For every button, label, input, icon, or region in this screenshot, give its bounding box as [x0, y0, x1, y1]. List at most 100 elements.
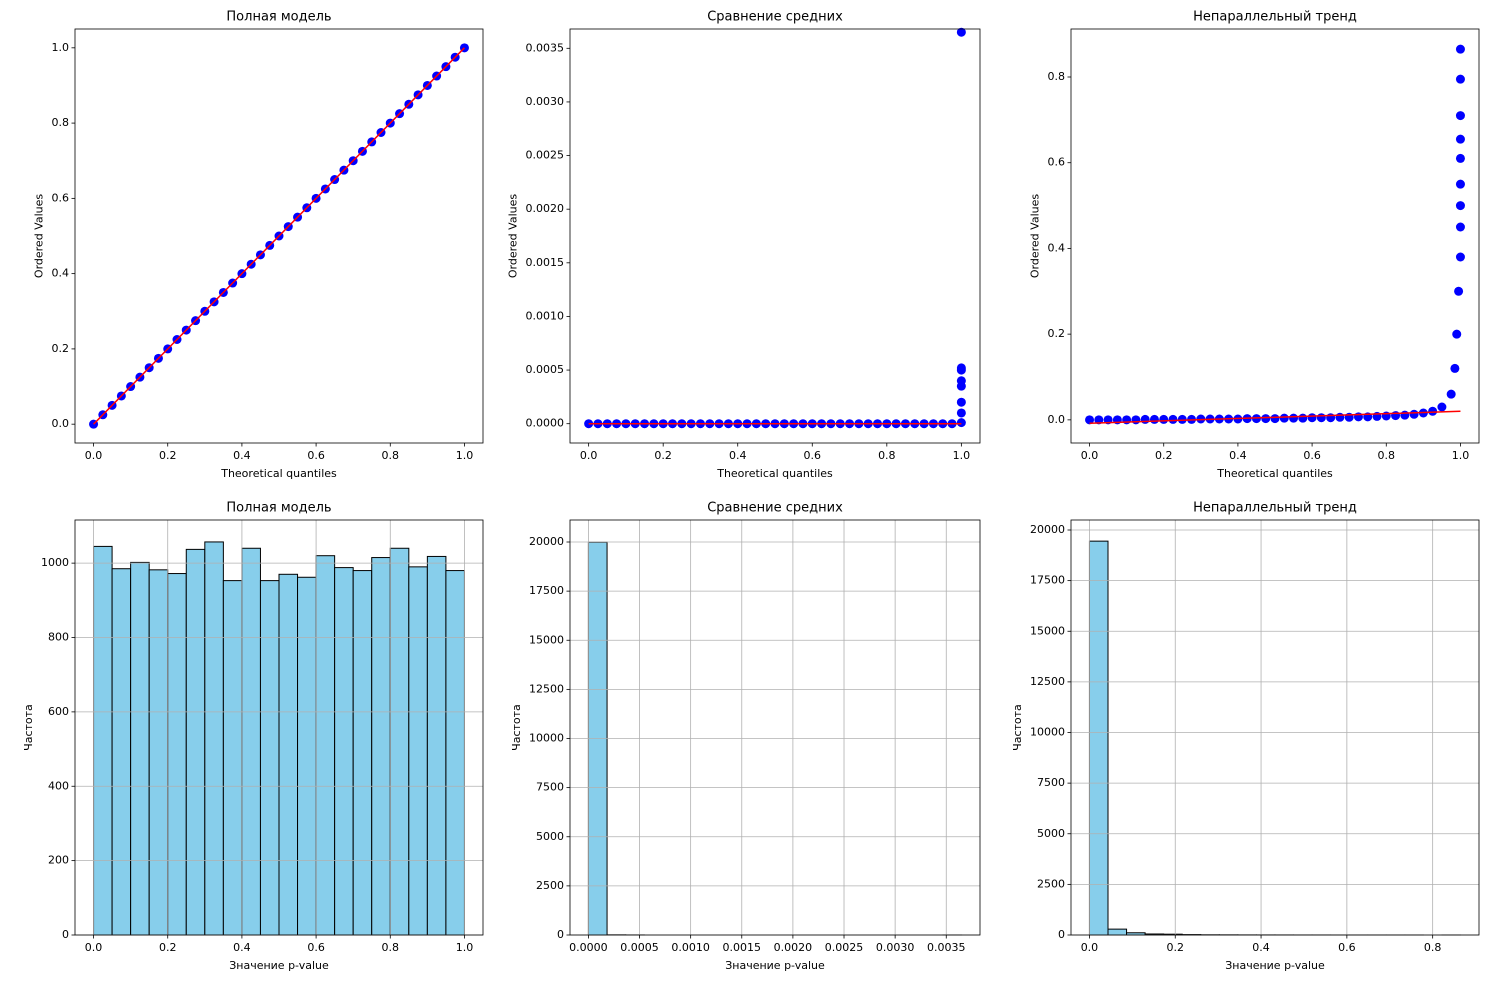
- qq-point: [1085, 415, 1095, 425]
- x-axis-label: Theoretical quantiles: [220, 467, 337, 480]
- x-tick-label: 0.8: [382, 449, 400, 462]
- qq-point: [1335, 412, 1345, 422]
- qq-point: [1452, 329, 1462, 339]
- qq-point: [1455, 179, 1465, 189]
- x-tick-label: 0.0: [1081, 449, 1099, 462]
- hist-bar: [93, 545, 113, 936]
- qq-point: [1446, 389, 1456, 399]
- fit-line: [1089, 410, 1461, 425]
- x-tick-label: 1.0: [456, 449, 474, 462]
- hist-bar: [259, 580, 280, 936]
- x-tick-label: 0.2: [159, 941, 177, 954]
- chart-title: Сравнение средних: [707, 501, 843, 516]
- x-tick-label: 0.0015: [723, 941, 762, 954]
- x-tick-label: 0.2: [1167, 941, 1185, 954]
- fit-line: [93, 47, 465, 425]
- hist-bar: [371, 557, 391, 936]
- hist-bar: [241, 547, 261, 936]
- y-tick-label: 0: [1058, 928, 1065, 941]
- x-tick-label: 0.6: [307, 449, 325, 462]
- y-tick-label: 0.0015: [526, 256, 565, 269]
- y-axis-label: Ordered Values: [507, 194, 520, 278]
- y-tick-label: 0.0005: [526, 363, 565, 376]
- x-tick-label: 0.0: [580, 449, 598, 462]
- qq-point: [1428, 406, 1438, 416]
- y-tick-label: 2500: [1037, 877, 1065, 890]
- qq-point: [1094, 415, 1104, 425]
- y-tick-label: 0.0010: [526, 309, 565, 322]
- x-tick-label: 0.0: [85, 941, 103, 954]
- axes-frame: [569, 519, 981, 936]
- y-tick-label: 0.8: [1048, 70, 1066, 83]
- x-tick-label: 0.0: [85, 449, 103, 462]
- qq-point: [1391, 411, 1401, 421]
- x-tick-label: 0.6: [1303, 449, 1321, 462]
- y-tick-label: 15000: [529, 633, 564, 646]
- y-axis-label: Ordered Values: [33, 194, 46, 278]
- y-tick-label: 800: [48, 631, 69, 644]
- hist-bar: [297, 576, 317, 936]
- qq-point: [956, 363, 966, 373]
- qq-point: [1177, 414, 1187, 424]
- qq-point: [1289, 413, 1299, 423]
- qq-point: [1455, 201, 1465, 211]
- qq-point: [1316, 413, 1326, 423]
- qq-point: [1400, 410, 1410, 420]
- x-tick-label: 0.4: [233, 449, 251, 462]
- x-tick-label: 0.0010: [671, 941, 710, 954]
- x-tick-label: 0.4: [1229, 449, 1247, 462]
- qq-point: [1454, 286, 1464, 296]
- y-tick-label: 5000: [1037, 827, 1065, 840]
- qq-point: [1159, 414, 1169, 424]
- qq-point: [1409, 409, 1419, 419]
- y-tick-label: 1.0: [52, 41, 70, 54]
- hist-bar: [408, 566, 428, 936]
- chart-title: Полная модель: [226, 501, 331, 516]
- hist-bar: [352, 570, 373, 936]
- qq-point: [1307, 413, 1317, 423]
- hist-bar: [222, 580, 243, 936]
- y-tick-label: 0.0000: [526, 417, 565, 430]
- y-axis-label: Частота: [510, 704, 523, 751]
- hist-bar: [389, 547, 410, 936]
- y-tick-label: 0.0020: [526, 202, 565, 215]
- axes-frame: [1070, 28, 1480, 444]
- y-tick-label: 10000: [529, 732, 564, 745]
- x-tick-label: 0.8: [878, 449, 896, 462]
- qq-point: [1455, 44, 1465, 54]
- y-tick-label: 0.4: [52, 267, 70, 280]
- y-tick-label: 0.2: [52, 342, 70, 355]
- y-tick-label: 17500: [529, 584, 564, 597]
- x-tick-label: 0.6: [804, 449, 822, 462]
- qq-point: [956, 418, 966, 428]
- qq-point: [1298, 413, 1308, 423]
- y-tick-label: 0.8: [52, 116, 70, 129]
- qq-point: [1450, 363, 1460, 373]
- hist-bar: [278, 573, 299, 936]
- qq-point: [1437, 402, 1447, 412]
- y-tick-label: 12500: [1030, 675, 1065, 688]
- x-axis-label: Значение p-value: [229, 959, 329, 972]
- qq-point: [1261, 414, 1271, 424]
- axes-frame: [1070, 519, 1480, 936]
- qq-point: [1326, 413, 1336, 423]
- y-tick-label: 17500: [1030, 574, 1065, 587]
- y-tick-label: 10000: [1030, 726, 1065, 739]
- qq-point: [1149, 414, 1159, 424]
- x-tick-label: 0.0000: [569, 941, 608, 954]
- x-tick-label: 0.0025: [825, 941, 864, 954]
- x-tick-label: 0.6: [1338, 941, 1356, 954]
- x-axis-label: Значение p-value: [1225, 959, 1325, 972]
- qq-point: [1140, 414, 1150, 424]
- hist-bar: [185, 548, 206, 936]
- y-tick-label: 5000: [536, 830, 564, 843]
- qq-point: [956, 397, 966, 407]
- y-tick-label: 2500: [536, 879, 564, 892]
- y-tick-label: 0: [62, 928, 69, 941]
- x-tick-label: 0.8: [1424, 941, 1442, 954]
- qq-point: [1279, 413, 1289, 423]
- chart-title: Сравнение средних: [707, 10, 843, 25]
- y-tick-label: 0.4: [1048, 241, 1066, 254]
- x-tick-label: 0.8: [382, 941, 400, 954]
